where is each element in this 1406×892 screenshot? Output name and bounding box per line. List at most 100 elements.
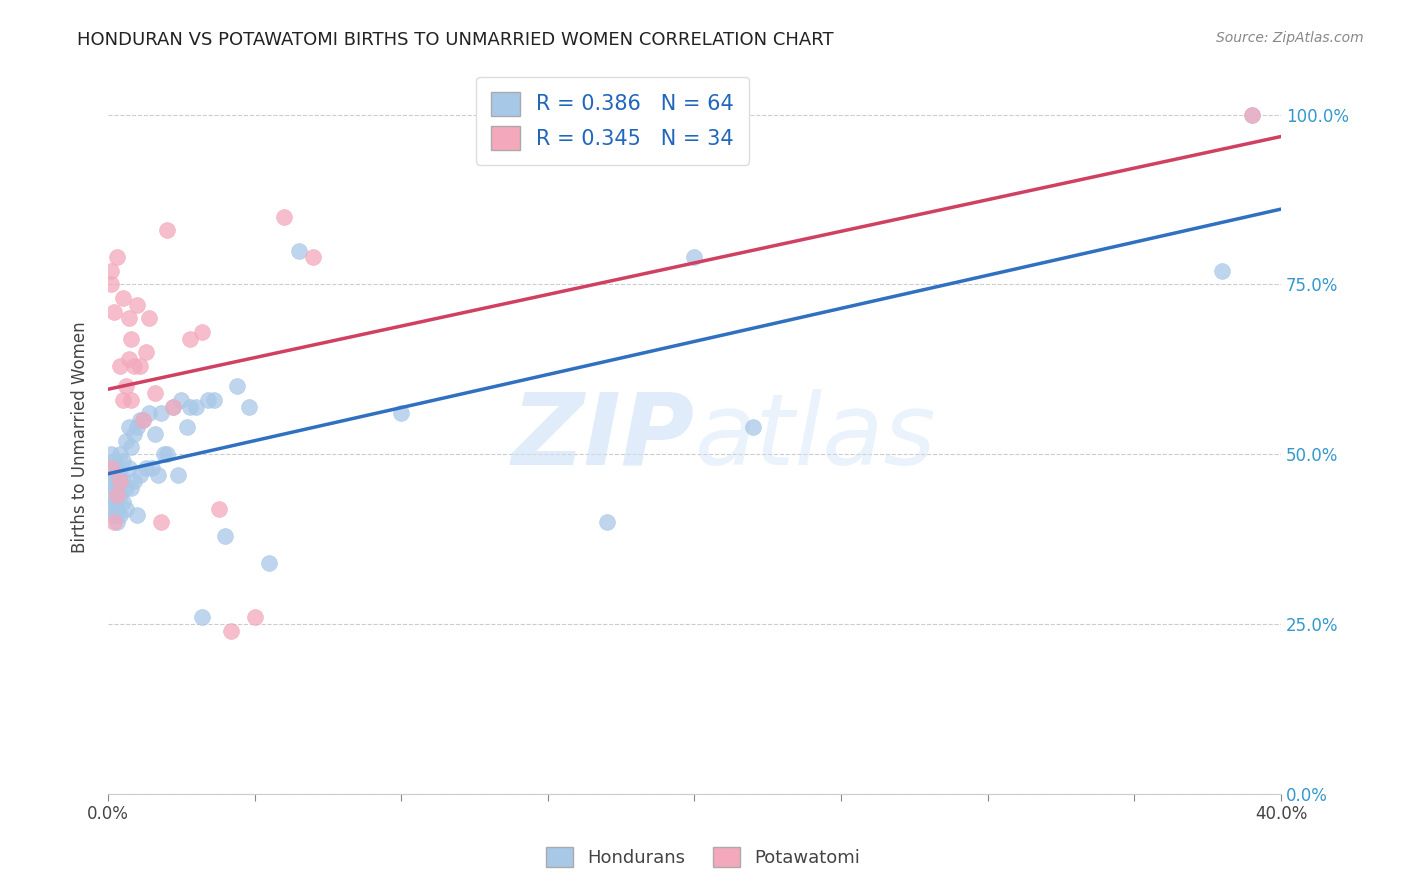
Point: [108, 508, 131, 523]
Point: [197, 392, 219, 407]
Point: [143, 426, 166, 441]
Text: atlas: atlas: [695, 389, 936, 486]
Point: [191, 610, 214, 624]
Point: [105, 488, 128, 502]
Point: [103, 508, 125, 523]
Point: [108, 467, 131, 482]
Point: [176, 420, 198, 434]
Point: [120, 332, 142, 346]
Point: [103, 467, 125, 482]
Point: [132, 413, 155, 427]
Point: [149, 515, 172, 529]
Point: [100, 277, 122, 292]
Point: [108, 359, 131, 373]
Point: [100, 475, 122, 489]
Point: [683, 250, 706, 264]
Point: [100, 264, 122, 278]
Point: [105, 475, 128, 489]
Point: [191, 325, 214, 339]
Point: [141, 460, 163, 475]
Point: [124, 475, 146, 489]
Point: [103, 304, 125, 318]
Point: [167, 467, 190, 482]
Point: [226, 379, 249, 393]
Point: [100, 488, 122, 502]
Point: [105, 501, 128, 516]
Text: Source: ZipAtlas.com: Source: ZipAtlas.com: [1216, 31, 1364, 45]
Point: [120, 441, 142, 455]
Point: [103, 494, 125, 508]
Point: [108, 475, 131, 489]
Point: [1240, 108, 1263, 122]
Point: [138, 311, 160, 326]
Point: [103, 515, 125, 529]
Point: [1240, 108, 1263, 122]
Point: [287, 244, 309, 258]
Point: [105, 488, 128, 502]
Point: [202, 392, 225, 407]
Point: [156, 223, 179, 237]
Point: [114, 481, 136, 495]
Point: [111, 392, 134, 407]
Point: [117, 311, 139, 326]
Point: [219, 624, 242, 638]
Point: [105, 515, 128, 529]
Point: [132, 413, 155, 427]
Point: [114, 501, 136, 516]
Point: [108, 488, 131, 502]
Point: [100, 460, 122, 475]
Text: HONDURAN VS POTAWATOMI BIRTHS TO UNMARRIED WOMEN CORRELATION CHART: HONDURAN VS POTAWATOMI BIRTHS TO UNMARRI…: [77, 31, 834, 49]
Point: [129, 359, 152, 373]
Point: [120, 392, 142, 407]
Point: [124, 426, 146, 441]
Point: [135, 345, 157, 359]
Point: [742, 420, 765, 434]
Point: [117, 460, 139, 475]
Point: [238, 400, 260, 414]
Point: [146, 467, 169, 482]
Point: [111, 454, 134, 468]
Point: [117, 420, 139, 434]
Point: [184, 400, 207, 414]
Point: [108, 447, 131, 461]
Point: [100, 447, 122, 461]
Point: [162, 400, 184, 414]
Point: [149, 407, 172, 421]
Point: [124, 359, 146, 373]
Point: [103, 481, 125, 495]
Point: [259, 556, 281, 570]
Point: [127, 420, 149, 434]
Point: [214, 529, 236, 543]
Point: [179, 400, 201, 414]
Text: ZIP: ZIP: [512, 389, 695, 486]
Point: [111, 494, 134, 508]
Point: [129, 413, 152, 427]
Point: [243, 610, 266, 624]
Point: [152, 447, 174, 461]
Point: [111, 475, 134, 489]
Point: [120, 481, 142, 495]
Point: [273, 210, 295, 224]
Point: [138, 407, 160, 421]
Point: [114, 434, 136, 448]
Point: [156, 447, 179, 461]
Y-axis label: Births to Unmarried Women: Births to Unmarried Women: [72, 321, 89, 553]
Point: [127, 508, 149, 523]
Point: [103, 454, 125, 468]
Point: [179, 332, 201, 346]
Point: [111, 291, 134, 305]
Legend: Hondurans, Potawatomi: Hondurans, Potawatomi: [538, 839, 868, 874]
Point: [208, 501, 231, 516]
Point: [114, 379, 136, 393]
Point: [117, 352, 139, 367]
Point: [170, 392, 193, 407]
Point: [302, 250, 325, 264]
Point: [389, 407, 412, 421]
Point: [100, 460, 122, 475]
Point: [135, 460, 157, 475]
Point: [162, 400, 184, 414]
Point: [143, 386, 166, 401]
Point: [1211, 264, 1233, 278]
Legend: R = 0.386   N = 64, R = 0.345   N = 34: R = 0.386 N = 64, R = 0.345 N = 34: [477, 77, 749, 165]
Point: [105, 250, 128, 264]
